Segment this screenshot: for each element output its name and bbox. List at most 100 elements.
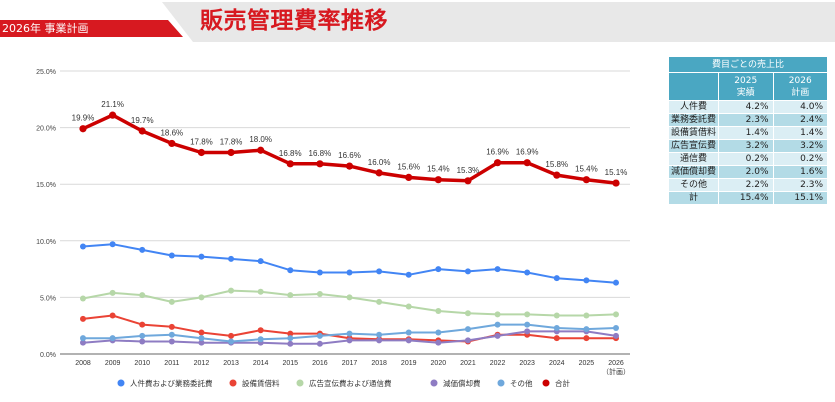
data-point — [139, 332, 146, 339]
data-point — [375, 169, 383, 177]
legend-item: 広告宣伝費および通信費 — [296, 378, 392, 388]
data-label: 15.6% — [397, 162, 420, 171]
value-2026: 4.0% — [772, 100, 828, 114]
legend-item: その他 — [497, 378, 533, 388]
data-point — [80, 335, 86, 342]
data-point — [493, 159, 502, 167]
row-label: 計 — [668, 191, 719, 205]
legend-marker-icon — [296, 379, 304, 387]
data-point — [80, 339, 86, 346]
header-2025-year: 2025 — [734, 75, 758, 86]
data-point — [198, 253, 205, 260]
data-point — [109, 312, 116, 319]
data-point — [168, 331, 175, 338]
data-point — [376, 331, 383, 338]
x-tick-label: 2026 — [608, 360, 624, 367]
value-2026: 15.1% — [772, 191, 828, 205]
data-point — [376, 337, 383, 344]
data-point — [139, 321, 146, 328]
header-2026-sub: 計画 — [791, 87, 810, 98]
row-label: 設備賃借料 — [668, 126, 719, 140]
data-point — [109, 289, 116, 296]
header-2025-sub: 実績 — [736, 87, 755, 98]
data-point — [583, 277, 590, 284]
data-point — [464, 326, 471, 333]
data-label: 18.6% — [160, 128, 183, 137]
data-point — [345, 162, 354, 170]
data-label: 18.0% — [249, 135, 272, 144]
line-chart: 0.0% 5.0% 10.0% 15.0% 20.0% 25.0% 2008 2009 201… — [36, 69, 630, 388]
value-2025: 2.2% — [718, 178, 774, 192]
data-point — [198, 335, 205, 342]
table-row: 人件費 4.2% 4.0% — [668, 100, 828, 114]
x-tick-label: 2018 — [371, 360, 387, 367]
chart-grid — [60, 70, 630, 355]
value-2025: 2.3% — [718, 113, 774, 127]
data-point — [257, 288, 264, 295]
data-point — [286, 160, 294, 168]
data-label: 16.6% — [338, 151, 361, 160]
x-tick-label: 2021 — [460, 360, 476, 367]
data-point — [168, 323, 175, 330]
data-point — [434, 176, 442, 184]
x-tick-label: 2022 — [490, 360, 506, 367]
data-label: 17.8% — [220, 138, 243, 147]
data-label: 15.8% — [545, 160, 568, 169]
value-2026: 3.2% — [772, 139, 828, 153]
data-point — [287, 292, 294, 299]
data-point — [464, 310, 471, 317]
data-label: 21.1% — [101, 100, 124, 109]
header-subtitle: 2026年 事業計画 — [2, 22, 89, 35]
data-point — [553, 335, 560, 342]
series-line — [82, 289, 617, 317]
data-point — [316, 340, 323, 347]
y-tick-label: 25.0% — [36, 69, 56, 76]
table-row: 通信費 0.2% 0.2% — [668, 152, 828, 166]
data-point — [464, 337, 471, 344]
data-point — [524, 328, 531, 335]
data-point — [613, 279, 619, 286]
row-label: 広告宣伝費 — [668, 139, 719, 153]
data-point — [168, 338, 175, 345]
data-point — [435, 266, 442, 273]
data-point — [376, 298, 383, 305]
value-2026: 2.3% — [772, 178, 828, 192]
data-point — [524, 311, 531, 318]
table-title: 費目ごとの売上比 — [668, 56, 828, 73]
x-tick-label: 2019 — [401, 360, 417, 367]
legend-item: 減価償却費 — [430, 378, 481, 388]
data-point — [257, 146, 265, 154]
data-label: 19.7% — [131, 116, 154, 125]
data-labels: 19.9% 21.1% 19.7% 18.6% 17.8% 17.8% 18.0% 16.8%… — [72, 100, 628, 177]
x-tick-label: 2013 — [223, 360, 239, 367]
x-tick-label: 2015 — [282, 360, 298, 367]
expense-ratio-table: 費目ごとの売上比 2025 実績 2026 計画 人件費 4.2% 4.0% 業務委託費 2… — [668, 56, 828, 205]
table-row: 広告宣伝費 3.2% 3.2% — [668, 139, 828, 153]
data-point — [257, 327, 264, 334]
row-label: 業務委託費 — [668, 113, 719, 127]
series-line — [82, 243, 617, 284]
data-point — [346, 269, 353, 276]
x-tick-label: 2010 — [134, 360, 150, 367]
table-header-2026: 2026 計画 — [772, 72, 828, 101]
legend-label: 合計 — [555, 378, 570, 388]
data-point — [316, 160, 324, 168]
x-tick-label: 2008 — [75, 360, 91, 367]
data-label: 17.8% — [190, 138, 213, 147]
x-axis: 2008 2009 2010 2011 2012 2013 2014 2015 2016 2017… — [75, 360, 630, 376]
data-label: 19.9% — [72, 114, 95, 123]
data-point — [316, 332, 323, 339]
y-tick-label: 15.0% — [36, 182, 56, 189]
table-row: 設備賃借料 1.4% 1.4% — [668, 126, 828, 140]
data-point — [553, 275, 560, 282]
data-label: 15.3% — [457, 166, 480, 175]
data-point — [346, 294, 353, 301]
legend-label: 減価償却費 — [443, 378, 481, 388]
legend-item: 合計 — [542, 378, 570, 388]
legend-marker-icon — [229, 379, 237, 387]
table-header-blank — [668, 72, 719, 101]
x-tick-label: 2016 — [312, 360, 328, 367]
legend-marker-icon — [497, 379, 505, 387]
page-title: 販売管理費率推移 — [200, 8, 388, 34]
data-point — [139, 292, 146, 299]
